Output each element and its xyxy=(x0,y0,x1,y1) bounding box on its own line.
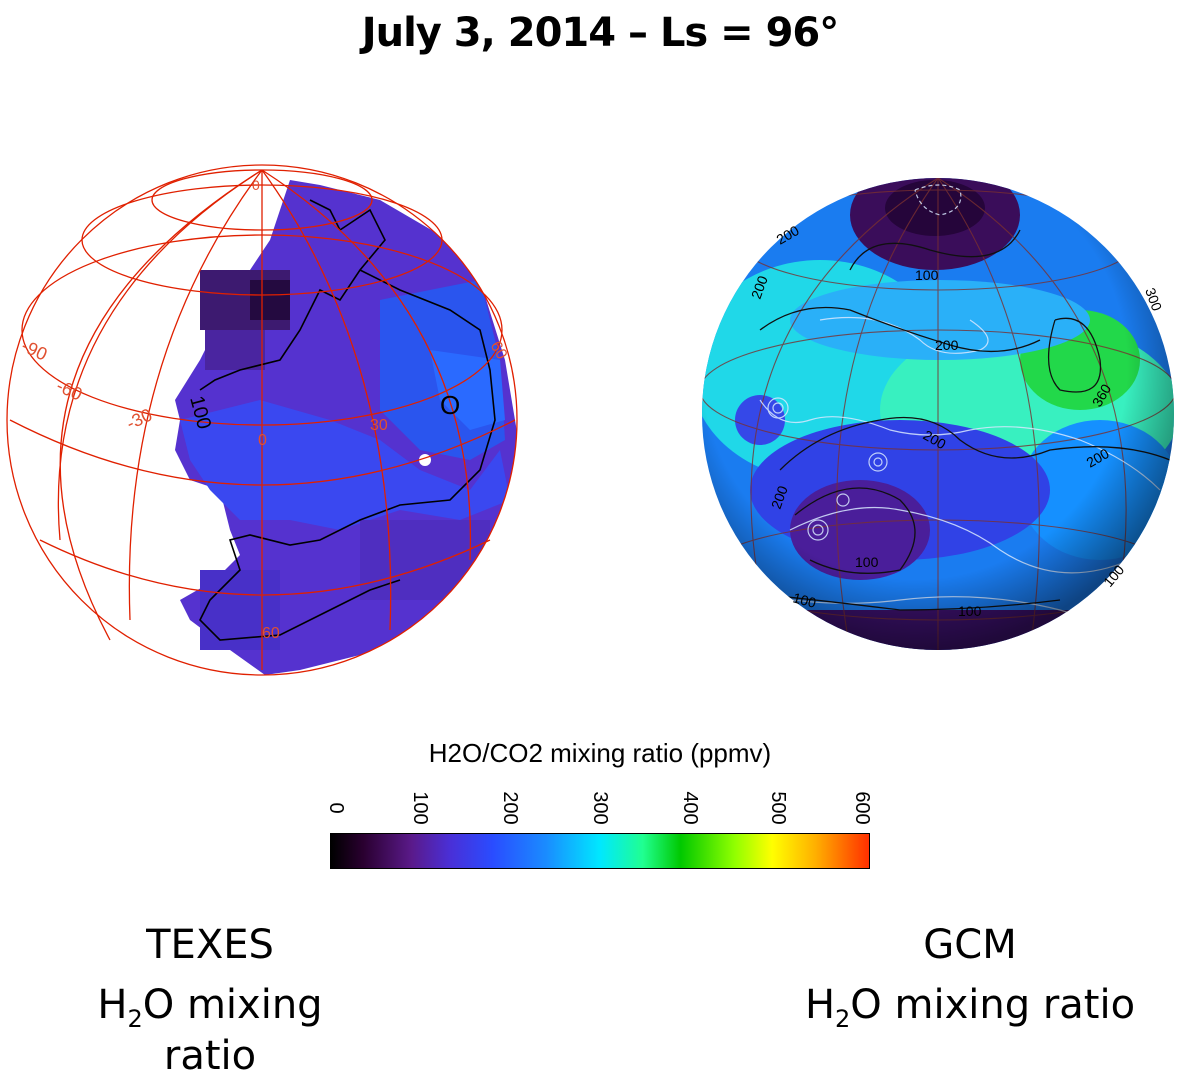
colorbar xyxy=(330,833,870,869)
caption-line2: H2O mixing ratio xyxy=(97,982,323,1079)
texes-caption: TEXES H2O mixing ratio xyxy=(60,922,360,1079)
marker-letter: O xyxy=(440,390,460,420)
contour-label: 200 xyxy=(768,483,791,511)
colorbar-tick: 0 xyxy=(325,802,347,814)
gcm-globe-map: 200 200 100 200 360 300 200 200 200 100 … xyxy=(702,178,1174,650)
caption-line1: GCM xyxy=(923,922,1017,968)
grid-label: 60 xyxy=(262,625,280,642)
contour-label: 100 xyxy=(791,589,818,611)
colorbar-tick: 200 xyxy=(499,791,521,825)
lat-lon-grid xyxy=(6,164,518,676)
contour-label: 100 xyxy=(958,603,982,619)
grid-label: 60 xyxy=(487,339,511,363)
contour-label: 200 xyxy=(748,273,771,301)
texes-globe-map: -90 -60 -30 0 30 60 0 60 100 O xyxy=(6,164,518,676)
texes-pixel-data xyxy=(175,180,517,675)
gcm-caption: GCM H2O mixing ratio xyxy=(790,922,1150,1033)
contour-label: 200 xyxy=(935,337,959,353)
grid-label: 0 xyxy=(258,432,267,449)
colorbar-tick: 500 xyxy=(767,791,789,825)
contour-label: 100 xyxy=(855,554,879,570)
colorbar-tick: 400 xyxy=(679,791,701,825)
grid-label: 30 xyxy=(370,417,388,434)
grid-label: 0 xyxy=(252,177,260,193)
colorbar-title: H2O/CO2 mixing ratio (ppmv) xyxy=(428,738,772,768)
colorbar-ticks: 0 100 200 300 400 500 600 xyxy=(325,790,873,830)
contour-label: 100 xyxy=(915,267,939,283)
figure-title: July 3, 2014 – Ls = 96° xyxy=(361,10,840,56)
colorbar-tick: 100 xyxy=(409,791,431,825)
caption-line2: H2O mixing ratio xyxy=(804,982,1136,1033)
colorbar-tick: 300 xyxy=(589,791,611,825)
contour-label: 300 xyxy=(1142,286,1165,314)
contour-labels: 200 200 100 200 360 300 200 200 200 100 … xyxy=(748,222,1165,619)
caption-line1: TEXES xyxy=(146,922,274,968)
colorbar-tick: 600 xyxy=(851,791,873,825)
